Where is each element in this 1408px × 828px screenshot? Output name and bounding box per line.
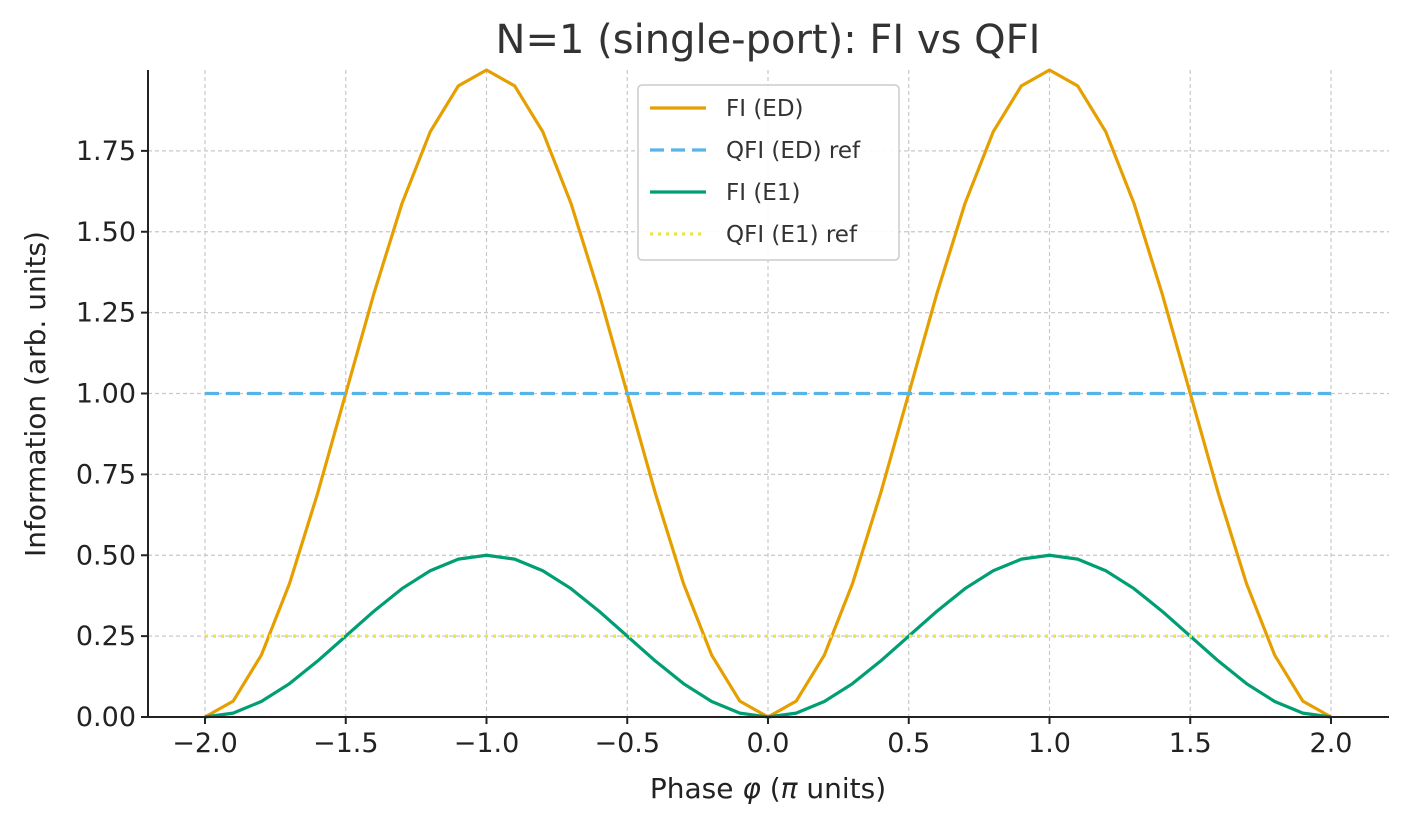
legend: FI (ED) QFI (ED) ref FI (E1) QFI (E1) ref [637, 84, 900, 261]
x-tick-label: −1.5 [313, 728, 379, 759]
legend-box [637, 84, 900, 261]
y-tick-label: 0.25 [76, 621, 136, 652]
legend-label: FI (E1) [726, 180, 800, 206]
x-axis-title-phi: φ [742, 772, 761, 805]
y-tick-label: 0.75 [76, 459, 136, 490]
x-tick-label: 0.5 [887, 728, 930, 759]
legend-label: FI (ED) [726, 96, 804, 122]
y-tick-label: 0.00 [76, 702, 136, 733]
x-axis-title-prefix: Phase [650, 772, 743, 805]
x-tick-label: 0.0 [747, 728, 790, 759]
x-axis-title-mid: ( [761, 772, 781, 805]
y-tick-label: 1.25 [76, 298, 136, 329]
y-tick-label: 1.75 [76, 136, 136, 167]
x-tick-label: 1.0 [1028, 728, 1071, 759]
y-ticks: 0.00 0.25 0.50 0.75 1.00 1.25 1.50 1.75 [76, 136, 148, 733]
legend-items: FI (ED) QFI (ED) ref FI (E1) QFI (E1) ref [650, 96, 861, 248]
y-tick-label: 0.50 [76, 540, 136, 571]
y-axis-title: Information (arb. units) [19, 231, 52, 557]
x-ticks: −2.0 −1.5 −1.0 −0.5 0.0 0.5 1.0 1.5 2.0 [172, 717, 1352, 759]
y-tick-label: 1.00 [76, 379, 136, 410]
x-axis-title-pi: π [781, 772, 799, 805]
x-axis-title: Phase φ (π units) [650, 772, 886, 805]
chart-title: N=1 (single-port): FI vs QFI [496, 17, 1041, 63]
legend-label: QFI (ED) ref [726, 138, 861, 164]
x-tick-label: −2.0 [172, 728, 238, 759]
legend-label: QFI (E1) ref [726, 222, 858, 248]
x-tick-label: −1.0 [454, 728, 520, 759]
y-tick-label: 1.50 [76, 217, 136, 248]
x-tick-label: 1.5 [1169, 728, 1212, 759]
x-tick-label: 2.0 [1310, 728, 1353, 759]
x-axis-title-suffix: units) [798, 772, 887, 805]
x-tick-label: −0.5 [594, 728, 660, 759]
